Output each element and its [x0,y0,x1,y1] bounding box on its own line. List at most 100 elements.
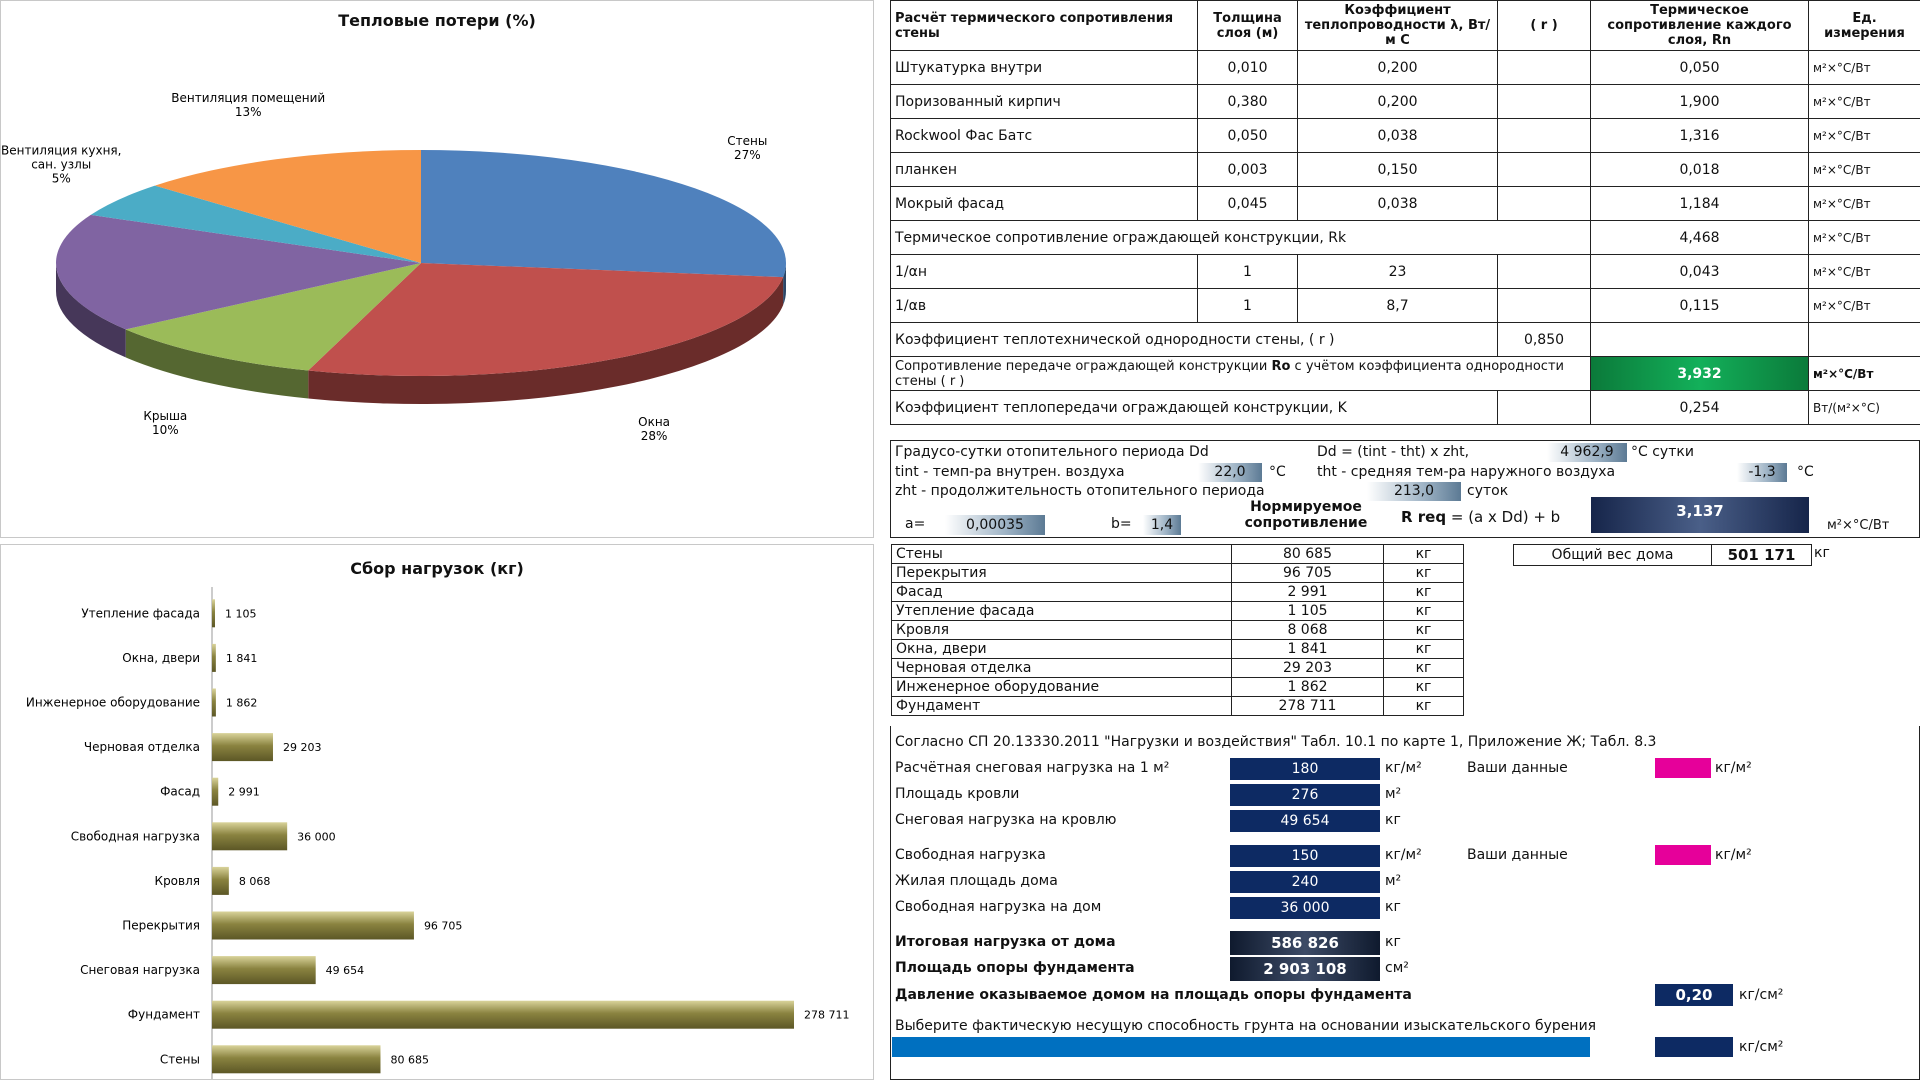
support-unit: см² [1385,960,1409,976]
load-name: Фасад [891,582,1232,602]
layer-rn: 0,050 [1590,50,1809,85]
free-house-label: Свободная нагрузка на дом [895,899,1102,915]
pressure-label: Давление оказываемое домом на площадь оп… [895,987,1412,1003]
bar [212,911,414,940]
bar-value-label: 49 654 [326,964,365,977]
pie-label: Крыша 10% [143,409,187,437]
layer-name: Поризованный кирпич [890,84,1198,119]
pie-slice [421,150,786,278]
roof-area-unit: м² [1385,786,1402,802]
bar-value-label: 8 068 [239,875,271,888]
layer-thickness[interactable]: 0,010 [1197,50,1298,85]
av-b: 8,7 [1297,288,1498,323]
layer-lambda[interactable]: 0,200 [1297,50,1498,85]
load-row: Фундамент 278 711 кг [891,696,1464,716]
your-data-input-1[interactable] [1655,758,1711,778]
layer-thickness[interactable]: 0,003 [1197,152,1298,187]
pie-slice [308,263,784,377]
layer-lambda[interactable]: 0,038 [1297,186,1498,221]
av-empty [1497,288,1591,323]
roof-area-value: 276 [1230,784,1380,806]
ro-value: 3,932 [1590,356,1809,391]
layer-row: планкен 0,003 0,150 0,018 м²×°С/Вт [890,152,1920,187]
b-label: b= [1111,516,1132,532]
uniformity-empty-2 [1808,322,1920,357]
bar-value-label: 1 105 [225,607,257,620]
pie-label: Вентиляция кухня, сан. узлы 5% [1,144,121,186]
layer-lambda[interactable]: 0,150 [1297,152,1498,187]
layer-thickness[interactable]: 0,380 [1197,84,1298,119]
bar [212,866,229,895]
dd-formula: Dd = (tint - tht) x zht, [1317,444,1470,460]
soil-value [1655,1037,1733,1057]
bar-value-label: 96 705 [424,920,463,933]
b-value[interactable]: 1,4 [1143,515,1181,535]
support-value: 2 903 108 [1230,957,1380,981]
tint-unit: °С [1269,464,1286,480]
living-area-unit: м² [1385,873,1402,889]
bar-category-label: Стены [160,1052,200,1066]
tht-value[interactable]: -1,3 [1737,463,1787,482]
layer-unit: м²×°С/Вт [1808,186,1920,221]
av-value: 0,115 [1590,288,1809,323]
load-value: 1 841 [1231,639,1384,659]
pie-chart-title: Тепловые потери (%) [338,11,536,30]
av-a: 1 [1197,288,1298,323]
zht-value[interactable]: 213,0 [1367,482,1461,501]
header-layer: Расчёт термического сопротивления стены [890,0,1198,51]
bar-category-label: Фундамент [128,1008,200,1022]
a-value[interactable]: 0,00035 [945,515,1045,535]
pie-slice [154,150,421,263]
load-unit: кг [1383,677,1464,697]
bar-value-label: 1 841 [226,652,258,665]
an-unit: м²×°С/Вт [1808,254,1920,289]
loads-table: Стены 80 685 кг Перекрытия 96 705 кг Фасад 2 … [891,544,1464,716]
layer-thickness[interactable]: 0,045 [1197,186,1298,221]
layer-unit: м²×°С/Вт [1808,152,1920,187]
bar-value-label: 80 685 [390,1053,429,1066]
k-row: Коэффициент теплопередачи ограждающей ко… [890,390,1920,425]
layer-r [1497,186,1591,221]
pie-slice [90,185,421,263]
soil-select[interactable] [892,1037,1590,1057]
bar-category-label: Утепление фасада [81,606,200,620]
header-r: ( r ) [1497,0,1591,51]
uniformity-empty-1 [1590,322,1809,357]
load-name: Фундамент [891,696,1232,716]
roof-snow-label: Снеговая нагрузка на кровлю [895,812,1117,828]
uniformity-value[interactable]: 0,850 [1497,322,1591,357]
zht-label: zht - продолжительность отопительного пе… [895,483,1265,499]
bar-chart: Утепление фасада 1 105 Окна, двери 1 841 Инж… [26,587,850,1079]
layer-r [1497,152,1591,187]
load-unit: кг [1383,620,1464,640]
an-label: 1/αн [890,254,1198,289]
load-row: Стены 80 685 кг [891,544,1464,564]
bar [212,1045,381,1074]
k-unit: Вт/(м²×°С) [1808,390,1920,425]
load-row: Черновая отделка 29 203 кг [891,658,1464,678]
pie-slice-side [125,329,309,399]
bar-category-label: Свободная нагрузка [71,829,200,843]
rk-unit: м²×°С/Вт [1808,220,1920,255]
layer-lambda[interactable]: 0,038 [1297,118,1498,153]
bar-value-label: 36 000 [297,830,336,843]
tht-label: tht - средняя тем-ра наружного воздуха [1317,464,1616,480]
soil-unit: кг/см² [1739,1039,1784,1055]
layer-unit: м²×°С/Вт [1808,84,1920,119]
layer-rn: 1,900 [1590,84,1809,119]
your-data-unit-2: кг/м² [1715,847,1752,863]
header-unit: Ед. измерения [1808,0,1920,51]
an-b: 23 [1297,254,1498,289]
layer-thickness[interactable]: 0,050 [1197,118,1298,153]
your-data-input-2[interactable] [1655,845,1711,865]
av-label: 1/αв [890,288,1198,323]
uniformity-row: Коэффициент теплотехнической однородност… [890,322,1920,357]
bar [212,733,273,762]
bar [212,688,216,717]
pie-label: Окна 28% [638,415,670,443]
load-row: Утепление фасада 1 105 кг [891,601,1464,621]
layer-lambda[interactable]: 0,200 [1297,84,1498,119]
header-rn: Термическое сопротивление каждого слоя, … [1590,0,1809,51]
tint-value[interactable]: 22,0 [1198,463,1262,482]
total-weight-value: 501 171 [1711,544,1812,566]
